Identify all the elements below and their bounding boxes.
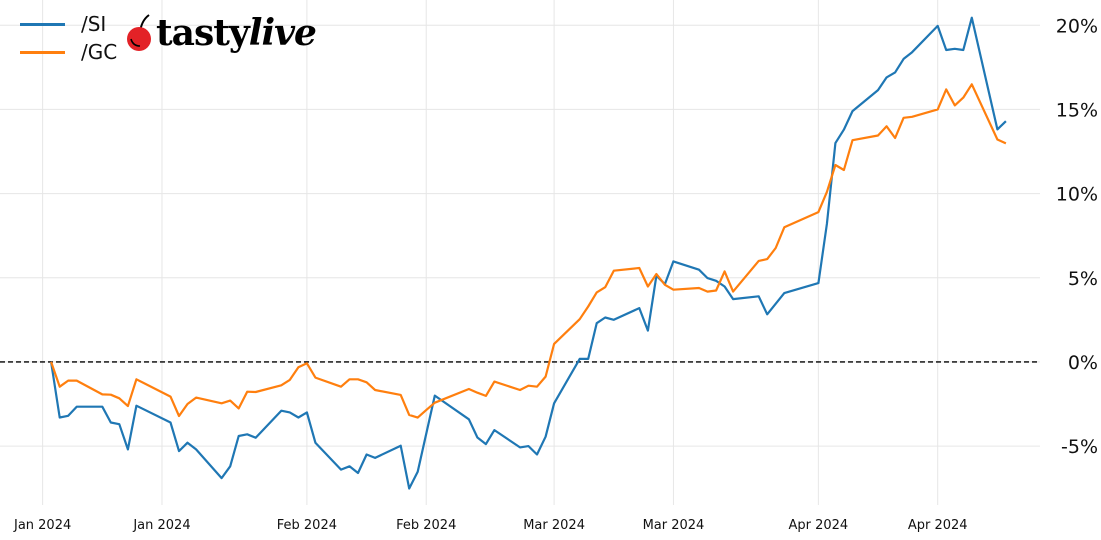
x-tick-label: Jan 2024: [132, 518, 190, 533]
legend-label-si: /SI: [81, 12, 107, 36]
series-gc: [50, 83, 1007, 419]
series-si: [50, 16, 1007, 490]
x-tick-label: Feb 2024: [396, 518, 456, 533]
grid: [0, 0, 1040, 505]
y-tick-label: 5%: [1068, 268, 1098, 290]
y-tick-label: 0%: [1068, 352, 1098, 374]
y-tick-label: 10%: [1056, 184, 1098, 206]
legend: /SI /GC: [20, 10, 117, 66]
series-lines: [50, 16, 1007, 490]
y-axis-ticks: -5% 0% 5% 10% 15% 20%: [1056, 15, 1098, 458]
legend-label-gc: /GC: [81, 40, 118, 64]
cherry-icon: [127, 14, 151, 51]
y-tick-label: 15%: [1056, 99, 1098, 121]
tastylive-logo: tastylive: [124, 12, 317, 54]
x-tick-label: Feb 2024: [277, 518, 337, 533]
x-axis-ticks: Jan 2024 Jan 2024 Feb 2024 Feb 2024 Mar 2024…: [13, 518, 968, 533]
legend-swatch-si: [20, 22, 65, 26]
logo-text: tastylive: [156, 12, 317, 54]
x-tick-label: Mar 2024: [523, 518, 585, 533]
x-tick-label: Mar 2024: [643, 518, 705, 533]
series-line: [50, 16, 1007, 490]
x-tick-label: Jan 2024: [13, 518, 71, 533]
legend-item-si: /SI: [20, 10, 117, 38]
y-tick-label: -5%: [1061, 436, 1098, 458]
legend-swatch-gc: [20, 50, 65, 54]
x-tick-label: Apr 2024: [908, 518, 968, 533]
y-tick-label: 20%: [1056, 15, 1098, 37]
series-line: [50, 83, 1007, 419]
x-tick-label: Apr 2024: [789, 518, 849, 533]
legend-item-gc: /GC: [20, 38, 117, 66]
